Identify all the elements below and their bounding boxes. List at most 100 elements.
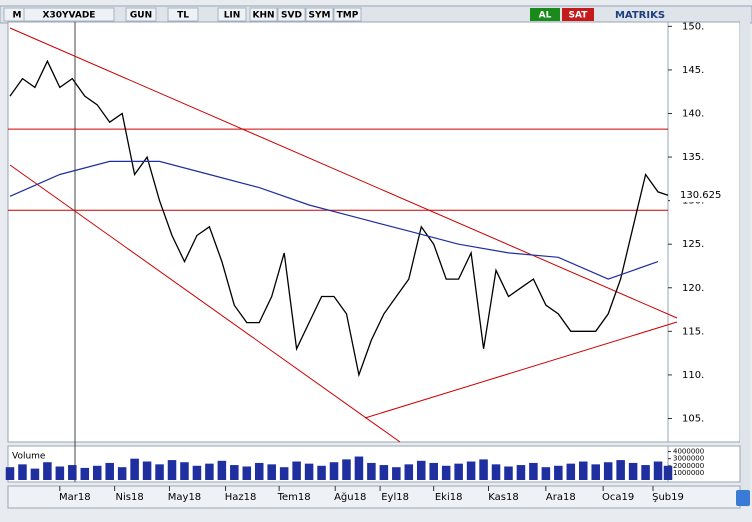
volume-bar	[641, 465, 650, 480]
toolbar-label: KHN	[252, 11, 274, 21]
volume-bar	[55, 466, 65, 480]
volume-bar	[292, 461, 301, 480]
toolbar-button[interactable]	[333, 7, 362, 22]
volume-tick-label: 2000000	[673, 462, 704, 470]
volume-tick-label: 1000000	[673, 469, 704, 477]
y-tick-label: 110.	[682, 370, 704, 381]
toolbar-button[interactable]	[217, 7, 247, 22]
y-axis-area	[667, 21, 741, 443]
volume-bar	[267, 464, 276, 480]
volume-bar	[367, 462, 376, 480]
volume-bar	[117, 467, 127, 480]
volume-bar	[167, 460, 177, 480]
volume-axis-area	[667, 445, 741, 483]
toolbar-label: TMP	[337, 11, 359, 21]
toolbar-label: SVD	[281, 11, 302, 21]
volume-bar	[566, 463, 576, 480]
x-tick-label: Haz18	[225, 492, 257, 503]
volume-bar	[429, 462, 438, 480]
x-tick-label: Mar18	[59, 492, 91, 503]
y-tick-label: 105.	[682, 413, 704, 424]
volume-bar	[68, 465, 77, 480]
volume-bar	[354, 456, 364, 480]
volume-bar	[379, 465, 389, 480]
buy-label: AL	[539, 11, 552, 21]
volume-bar	[43, 462, 52, 480]
toolbar-button[interactable]	[125, 7, 157, 22]
sell-button[interactable]	[562, 8, 594, 21]
volume-bar	[554, 465, 563, 480]
volume-bar	[180, 462, 189, 480]
x-tick-label: Şub19	[652, 492, 684, 503]
volume-bar	[279, 467, 289, 480]
sync-button[interactable]	[736, 490, 750, 506]
volume-bar	[516, 465, 526, 480]
volume-bar	[653, 461, 663, 480]
volume-bar	[30, 468, 40, 480]
price-line	[9, 59, 669, 378]
volume-bar	[541, 467, 551, 480]
x-tick-label: Ağu18	[334, 491, 366, 503]
toolbar-button[interactable]	[23, 7, 115, 22]
volume-bar	[254, 462, 264, 480]
last-value-box	[670, 188, 720, 203]
volume-bar	[18, 464, 27, 480]
toolbar-label: TL	[177, 11, 189, 21]
y-tick-label: 135.	[682, 152, 704, 163]
x-tick-label: Eyl18	[381, 492, 409, 503]
toolbar-items: M X30YVADE GUN TL LIN KHN SVD SYM TMP AL SAT MATRIK…	[3, 7, 665, 22]
y-tick-label: 140.	[682, 108, 704, 119]
volume-bar	[230, 465, 239, 480]
volume-bar	[416, 460, 426, 480]
volume-bar	[142, 461, 152, 480]
volume-bar	[155, 464, 164, 480]
volume-bar	[454, 463, 463, 480]
toolbar-label: GUN	[130, 11, 152, 21]
volume-bar	[466, 461, 476, 480]
y-tick-label: 120.	[682, 283, 704, 294]
toolbar-button[interactable]	[249, 7, 278, 22]
scrollbar	[740, 22, 750, 507]
buy-button[interactable]	[530, 8, 560, 21]
volume-bar	[392, 467, 401, 480]
volume-bar	[205, 463, 214, 480]
volume-title: Volume	[12, 452, 46, 462]
volume-bar	[404, 464, 414, 480]
volume-bar	[479, 459, 488, 480]
x-tick-label: Kas18	[488, 492, 518, 503]
toolbar-label: SYM	[309, 11, 331, 21]
last-value-label: 130.625	[680, 190, 721, 201]
volume-bar	[441, 465, 451, 480]
volume-bar	[80, 467, 90, 480]
x-tick-label: Tem18	[277, 492, 311, 503]
plot-area	[7, 21, 669, 443]
volume-tick-label: 4000000	[673, 448, 704, 456]
toolbar-button[interactable]	[167, 7, 199, 22]
volume-bar	[628, 462, 638, 480]
y-tick-label: 125.	[682, 239, 704, 250]
volume-bar	[491, 464, 501, 480]
volume-bar	[591, 464, 600, 480]
volume-bar	[105, 462, 114, 480]
trend-line	[364, 321, 678, 419]
sell-label: SAT	[569, 11, 589, 21]
volume-bar	[578, 461, 588, 480]
brand: MATRIKS	[615, 10, 665, 21]
x-tick-label: Oca19	[602, 492, 634, 503]
x-tick-label: Eki18	[435, 492, 463, 503]
volume-bar	[529, 462, 538, 480]
volume-bar	[616, 460, 625, 480]
toolbar-button[interactable]	[277, 7, 306, 22]
x-tick-label: Nis18	[116, 492, 144, 503]
toolbar-label: LIN	[224, 11, 241, 21]
volume-bar	[329, 462, 339, 480]
y-tick-label: 115.	[682, 326, 704, 337]
volume-bar	[217, 460, 227, 480]
volume-bar	[317, 465, 326, 480]
toolbar-button[interactable]	[305, 7, 334, 22]
volume-bar	[342, 459, 351, 480]
toolbar-label: X30YVADE	[43, 11, 96, 21]
x-tick-label: May18	[168, 492, 201, 503]
trend-line	[9, 27, 678, 319]
